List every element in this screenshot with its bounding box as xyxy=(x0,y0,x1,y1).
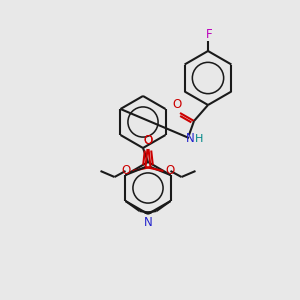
Text: O: O xyxy=(172,98,182,112)
Text: F: F xyxy=(206,28,212,41)
Text: O: O xyxy=(144,134,153,148)
Text: N: N xyxy=(144,215,152,229)
Text: O: O xyxy=(143,134,152,148)
Text: O: O xyxy=(166,164,175,176)
Text: H: H xyxy=(195,134,203,144)
Text: N: N xyxy=(186,131,194,145)
Text: O: O xyxy=(121,164,130,176)
